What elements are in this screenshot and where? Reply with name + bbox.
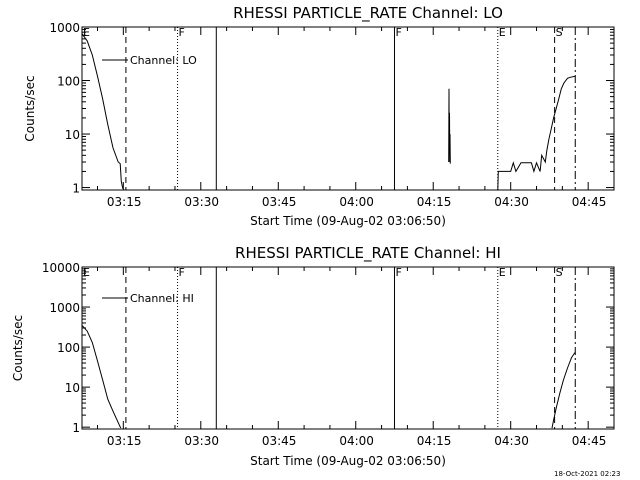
chart-hi-series-1 xyxy=(551,351,576,429)
chart-lo-xlabel: Start Time (09-Aug-02 03:06:50) xyxy=(250,214,446,228)
chart-lo-xtick-label: 03:30 xyxy=(184,195,219,209)
chart-lo-ytick-label: 1 xyxy=(72,182,80,196)
chart-hi-legend-label: Channel: HI xyxy=(130,292,194,305)
chart-lo-series-2 xyxy=(497,75,576,191)
chart-hi-title: RHESSI PARTICLE_RATE Channel: HI xyxy=(235,244,501,263)
chart-lo-ytick-label: 100 xyxy=(57,75,80,89)
chart-lo-xtick-label: 04:30 xyxy=(494,195,529,209)
chart-hi-event-marker-label: F xyxy=(395,266,401,279)
chart-lo-xtick-label: 04:15 xyxy=(417,195,452,209)
chart-hi-ytick-label: 100 xyxy=(57,341,80,355)
chart-lo-xtick-label: 04:45 xyxy=(572,195,607,209)
chart-lo-ytick-label: 10 xyxy=(65,128,80,142)
chart-lo-event-marker-label: S xyxy=(556,26,563,39)
chart-lo-xtick-label: 03:15 xyxy=(107,195,142,209)
chart-lo-series-1 xyxy=(448,88,451,164)
chart-hi-series-0 xyxy=(81,324,122,429)
chart-hi-ytick-label: 10 xyxy=(65,381,80,395)
chart-lo-frame xyxy=(81,26,615,191)
chart-hi-xtick-label: 03:15 xyxy=(107,434,142,448)
chart-hi-xtick-label: 04:45 xyxy=(572,434,607,448)
chart-hi-xlabel: Start Time (09-Aug-02 03:06:50) xyxy=(250,454,446,468)
chart-hi-ytick-label: 10000 xyxy=(42,261,80,275)
chart-lo-xtick-label: 04:00 xyxy=(339,195,374,209)
chart-hi-event-marker-label: S xyxy=(556,266,563,279)
chart-lo-legend-label: Channel: LO xyxy=(130,54,197,67)
chart-lo-ytick-label: 1000 xyxy=(49,21,80,35)
chart-lo-event-marker-label: E xyxy=(83,26,90,39)
chart-hi-ytick-label: 1000 xyxy=(49,301,80,315)
chart-lo-event-marker-label: F xyxy=(179,26,185,39)
chart-hi-event-marker-label: E xyxy=(499,266,506,279)
chart-hi-event-marker-label: E xyxy=(83,266,90,279)
chart-lo-xtick-label: 03:45 xyxy=(262,195,297,209)
chart-hi-ylabel: Counts/sec xyxy=(11,315,25,381)
chart-lo-event-marker-label: E xyxy=(499,26,506,39)
chart-hi-xtick-label: 04:30 xyxy=(494,434,529,448)
chart-hi-xtick-label: 04:15 xyxy=(417,434,452,448)
chart-lo-title: RHESSI PARTICLE_RATE Channel: LO xyxy=(233,4,503,23)
chart-hi-xtick-label: 04:00 xyxy=(339,434,374,448)
chart-lo-ylabel: Counts/sec xyxy=(23,75,37,141)
chart-lo-event-marker-label: F xyxy=(395,26,401,39)
generation-timestamp: 18-Oct-2021 02:23 xyxy=(554,470,620,478)
chart-hi-event-marker-label: F xyxy=(179,266,185,279)
chart-lo-series-0 xyxy=(81,33,124,189)
chart-hi-xtick-label: 03:30 xyxy=(184,434,219,448)
chart-hi-xtick-label: 03:45 xyxy=(262,434,297,448)
chart-hi-ytick-label: 1 xyxy=(72,421,80,435)
